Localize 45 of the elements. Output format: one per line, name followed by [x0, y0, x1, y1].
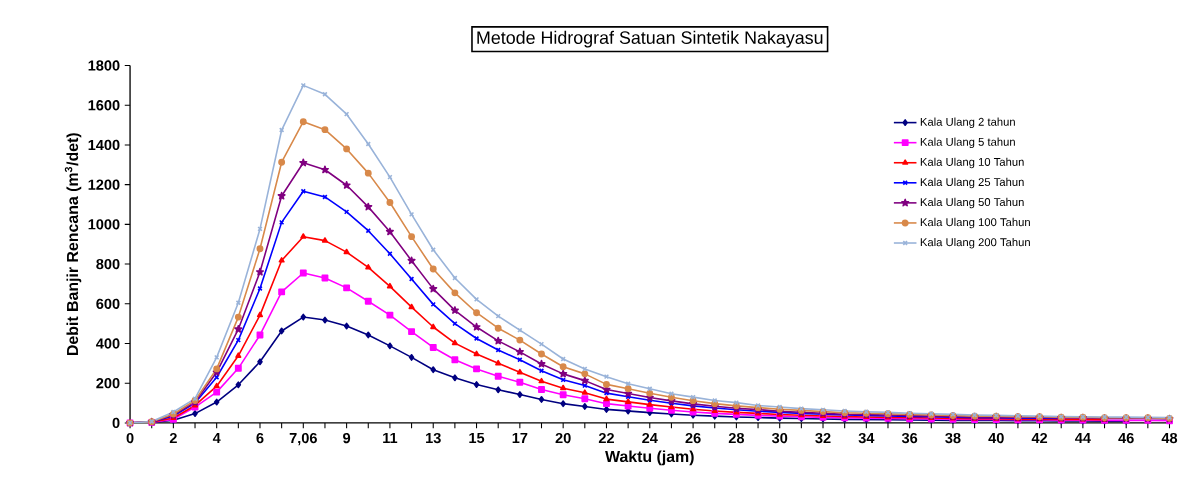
y-tick-label: 1600 — [88, 99, 120, 111]
x-tick-label: 26 — [685, 432, 701, 443]
x-tick-label: 2 — [169, 432, 177, 443]
y-tick-label: 400 — [96, 338, 120, 349]
x-tick-label: 38 — [945, 432, 961, 443]
x-tick-label: 40 — [988, 432, 1004, 443]
x-tick-label: 15 — [469, 432, 485, 443]
x-tick-label: 32 — [815, 432, 831, 443]
x-tick-label: 7,06 — [289, 432, 317, 446]
x-tick-label: 44 — [1075, 432, 1091, 443]
legend-label: Kala Ulang 10 Tahun — [920, 157, 1024, 168]
x-tick-label: 42 — [1031, 432, 1048, 443]
legend-label: Kala Ulang 100 Tahun — [920, 217, 1030, 229]
x-tick-label: 22 — [598, 432, 614, 443]
x-tick-label: 34 — [858, 432, 875, 443]
legend-label: Kala Ulang 200 Tahun — [920, 237, 1030, 249]
legend-label: Kala Ulang 50 Tahun — [920, 197, 1024, 209]
x-tick-label: 36 — [901, 432, 918, 443]
legend-label: Kala Ulang 5 tahun — [920, 137, 1015, 148]
x-tick-label: 24 — [642, 432, 658, 443]
x-tick-label: 46 — [1118, 432, 1134, 443]
x-tick-label: 6 — [256, 432, 264, 443]
x-tick-label: 0 — [126, 432, 134, 443]
y-tick-label: 0 — [112, 417, 120, 428]
x-tick-label: 17 — [512, 432, 528, 443]
chart-title: Metode Hidrograf Satuan Sintetik Nakayasu — [477, 30, 823, 48]
y-tick-label: 600 — [96, 298, 120, 309]
x-tick-label: 20 — [555, 432, 571, 443]
x-tick-label: 4 — [212, 432, 221, 443]
x-tick-label: 28 — [728, 432, 745, 443]
x-tick-label: 11 — [383, 432, 398, 443]
y-tick-label: 800 — [96, 258, 120, 269]
x-axis-title: Waktu (jam) — [605, 450, 694, 465]
y-tick-label: 1000 — [88, 218, 120, 230]
legend-label: Kala Ulang 2 tahun — [920, 117, 1015, 128]
y-tick-label: 200 — [96, 377, 120, 389]
x-tick-label: 13 — [426, 432, 441, 443]
y-tick-label: 1200 — [88, 179, 120, 190]
legend-label: Kala Ulang 25 Tahun — [920, 177, 1024, 188]
x-tick-label: 30 — [771, 432, 788, 443]
y-tick-label: 1800 — [88, 60, 120, 71]
y-axis-title: Debit Banjir Rencana (m$^{3}$/det) — [64, 132, 82, 355]
y-tick-label: 1400 — [88, 139, 120, 150]
x-tick-label: 48 — [1161, 432, 1178, 443]
x-tick-label: 9 — [343, 432, 351, 443]
